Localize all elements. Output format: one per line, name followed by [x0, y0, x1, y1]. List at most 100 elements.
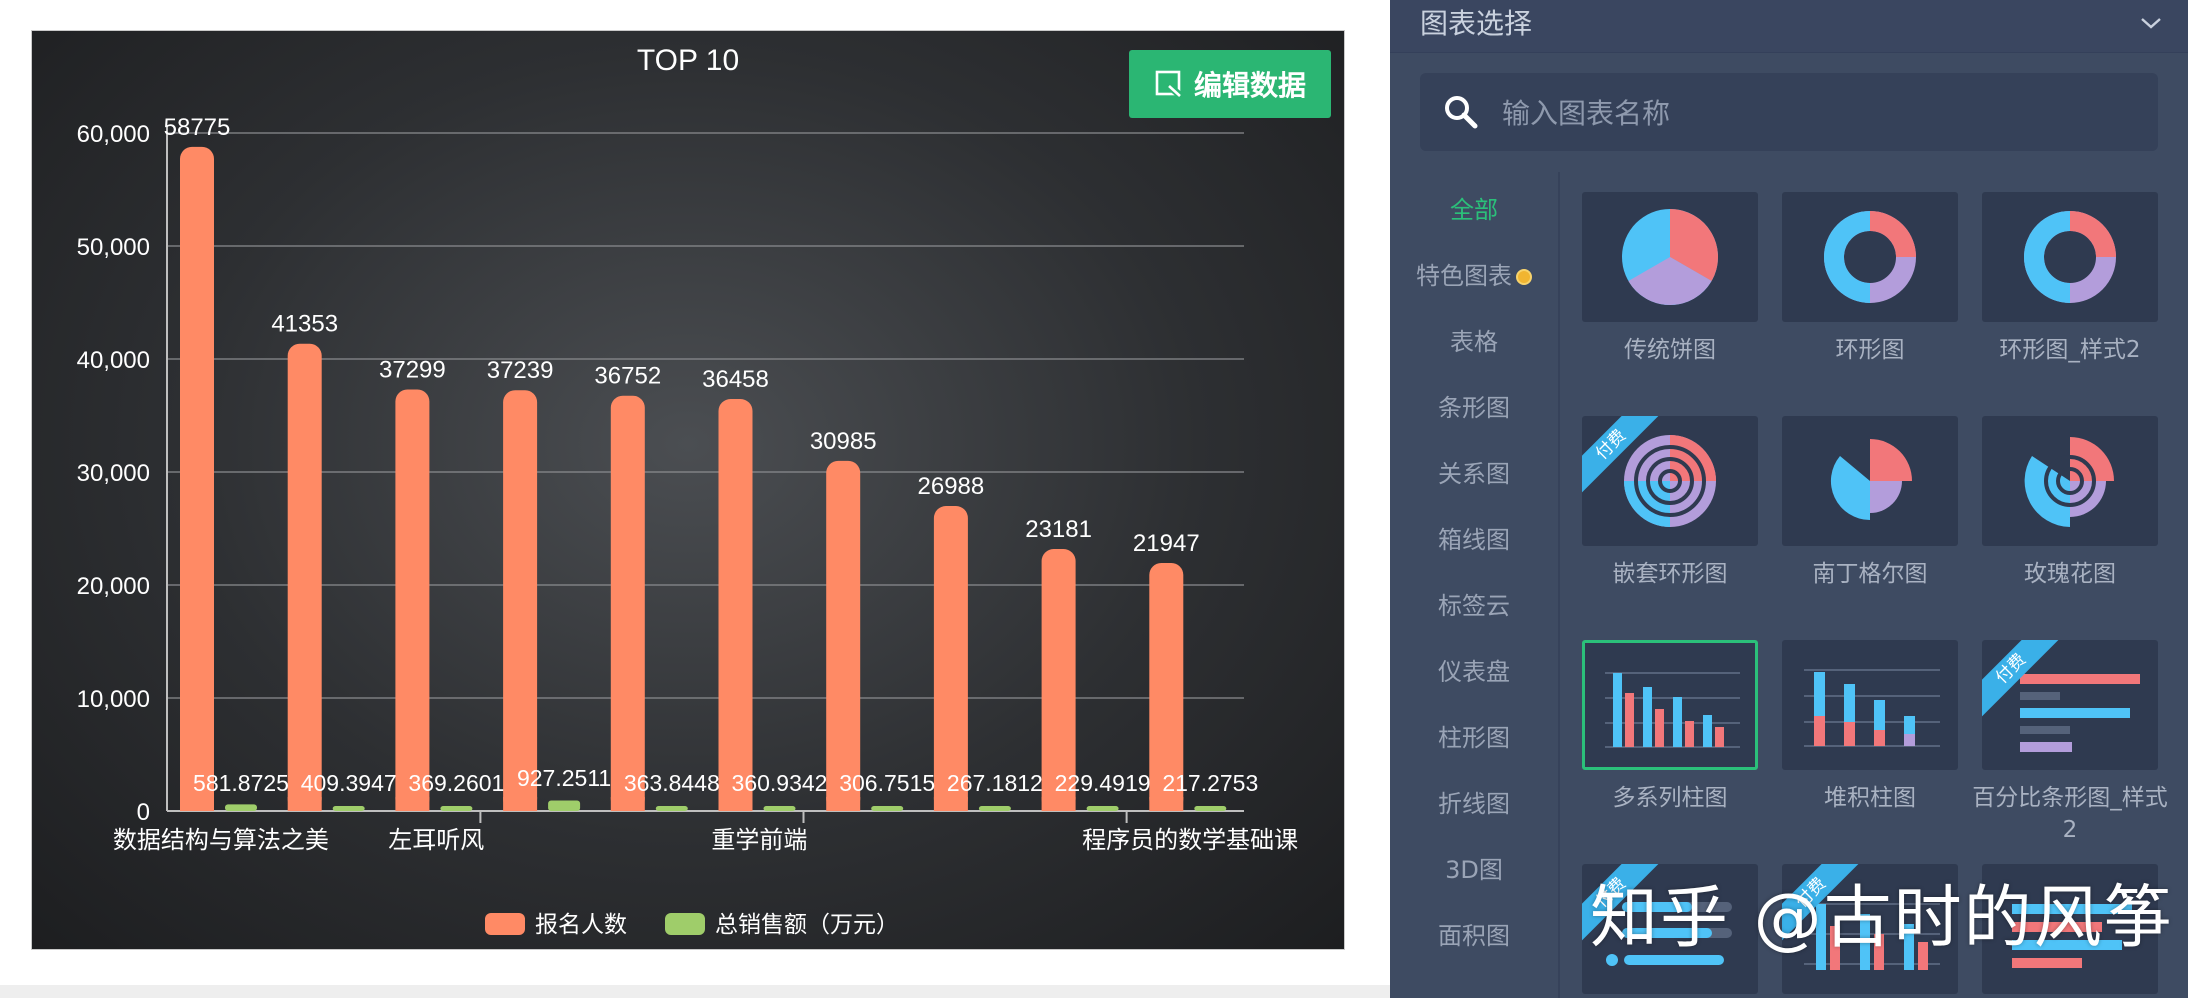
x-tick-label: 数据结构与算法之美 — [113, 827, 329, 854]
data-label-sales: 267.1812 — [947, 770, 1043, 796]
legend-swatch — [665, 913, 705, 935]
tile-label: 堆积柱图 — [1824, 785, 1916, 811]
y-tick-label: 60,000 — [77, 121, 150, 148]
category-divider — [1558, 172, 1560, 998]
nested-donut-icon — [1624, 435, 1716, 527]
bar-chart: TOP 10 0 10,000 20,000 30,000 40,000 50,000 60… — [77, 44, 1299, 937]
bar-enrollment — [1041, 549, 1076, 811]
tile-thumbnail — [1582, 640, 1758, 770]
bar-sales — [440, 806, 473, 811]
bar-enrollment — [1149, 562, 1184, 811]
panel-header: 图表选择 — [1390, 0, 2188, 53]
column-variant-icon — [1804, 903, 1940, 970]
edit-data-button[interactable]: 编辑数据 — [1129, 50, 1331, 118]
chevron-down-icon[interactable] — [2136, 8, 2166, 38]
data-label-sales: 409.3947 — [301, 770, 397, 796]
tile-label: 嵌套环形图 — [1612, 561, 1728, 587]
edit-data-label: 编辑数据 — [1193, 69, 1306, 102]
data-label-sales: 217.2753 — [1162, 770, 1258, 796]
tile-label: 百分比条形图_样式2 — [1972, 785, 2168, 843]
category-3d[interactable]: 3D图 — [1445, 856, 1503, 884]
tile-label: 多系列柱图 — [1612, 785, 1728, 811]
tile-nightingale[interactable]: 南丁格尔图 — [1782, 416, 1970, 590]
y-tick-label: 20,000 — [77, 573, 150, 600]
tile-thumbnail — [1782, 640, 1958, 770]
tile-thumbnail — [1982, 416, 2158, 546]
panel-title: 图表选择 — [1420, 7, 1533, 40]
y-tick-label: 0 — [137, 799, 150, 826]
tile-nested-donut[interactable]: 付费 嵌套环形图 — [1582, 416, 1770, 590]
data-label-enrollment: 21947 — [1133, 530, 1200, 557]
tile-percent-bar-style2[interactable]: 付费 百分比条形图_样式2 — [1972, 640, 2170, 846]
bar-enrollment — [180, 146, 214, 811]
bar-sales — [871, 806, 904, 811]
tile-thumbnail — [1582, 192, 1758, 322]
x-tick-label: 左耳听风 — [388, 827, 484, 854]
tile-label: 传统饼图 — [1624, 337, 1716, 363]
tile-thumbnail: 付费 — [1982, 640, 2158, 770]
tile-rose[interactable]: 玫瑰花图 — [1982, 416, 2170, 590]
category-tag-cloud[interactable]: 标签云 — [1438, 592, 1510, 620]
tile-column-variant[interactable]: 付费 — [1782, 864, 1958, 994]
legend-label: 报名人数 — [535, 911, 627, 937]
progress-bar-icon — [1606, 902, 1732, 966]
edit-icon — [1155, 70, 1184, 99]
category-all[interactable]: 全部 — [1450, 196, 1498, 224]
category-gauge[interactable]: 仪表盘 — [1438, 658, 1510, 686]
data-label-sales: 581.8725 — [193, 770, 289, 796]
data-label-enrollment: 41353 — [271, 311, 338, 338]
category-column[interactable]: 柱形图 — [1438, 724, 1510, 752]
nightingale-chart-icon — [1830, 439, 1912, 521]
tile-bar-variant[interactable] — [1982, 864, 2158, 994]
bar-variant-icon — [2012, 904, 2132, 968]
y-tick-label: 40,000 — [77, 347, 150, 374]
tile-thumbnail: 付费 — [1782, 864, 1958, 994]
tile-progress-bar[interactable]: 付费 — [1582, 864, 1758, 994]
bar-sales — [1194, 806, 1227, 811]
category-area[interactable]: 面积图 — [1438, 922, 1510, 950]
bar-enrollment — [718, 399, 753, 811]
data-label-enrollment: 30985 — [810, 428, 877, 455]
percent-bar-icon — [2020, 674, 2140, 752]
stacked-column-icon — [1804, 669, 1940, 747]
chart-picker-panel: 图表选择 全部 特色图表 表格 条形图 关系图 箱线图 标签云 仪表盘 柱形图 … — [1390, 0, 2188, 998]
data-label-enrollment: 36752 — [594, 363, 661, 390]
tile-donut[interactable]: 环形图 — [1782, 192, 1970, 366]
category-line[interactable]: 折线图 — [1438, 790, 1510, 818]
tile-thumbnail: 付费 — [1582, 864, 1758, 994]
bar-sales — [332, 806, 365, 811]
data-label-enrollment: 37239 — [487, 357, 554, 384]
search-box — [1420, 73, 2158, 153]
data-label-enrollment: 23181 — [1025, 516, 1092, 543]
data-label-sales: 369.2601 — [408, 770, 504, 796]
bar-enrollment-base — [287, 797, 322, 811]
search-input[interactable] — [1500, 73, 2144, 153]
tile-pie[interactable]: 传统饼图 — [1582, 192, 1770, 366]
category-boxplot[interactable]: 箱线图 — [1438, 526, 1510, 554]
page-bottom-strip — [0, 985, 1390, 998]
category-bar[interactable]: 条形图 — [1438, 394, 1510, 422]
category-relation[interactable]: 关系图 — [1438, 460, 1510, 488]
tile-multi-series-column[interactable]: 多系列柱图 — [1582, 640, 1770, 814]
category-featured[interactable]: 特色图表 — [1390, 256, 1558, 291]
bar-sales — [655, 806, 688, 811]
bar-enrollment-base — [718, 797, 753, 811]
tile-label: 环形图 — [1835, 337, 1905, 363]
tile-donut-style2[interactable]: 环形图_样式2 — [1982, 192, 2170, 366]
bar-enrollment-base — [395, 797, 430, 811]
category-table[interactable]: 表格 — [1450, 328, 1498, 356]
bar-enrollment — [287, 343, 322, 811]
data-label-enrollment: 37299 — [379, 357, 446, 384]
multi-series-column-icon — [1605, 672, 1740, 748]
tile-stacked-column[interactable]: 堆积柱图 — [1782, 640, 1970, 814]
bar-enrollment-base — [180, 797, 214, 811]
data-label-enrollment: 26988 — [918, 473, 985, 500]
data-label-sales: 229.4919 — [1055, 770, 1151, 796]
tile-thumbnail — [1782, 416, 1958, 546]
tile-label: 环形图_样式2 — [1999, 337, 2141, 363]
bar-enrollment — [826, 460, 861, 811]
donut-chart-icon — [1823, 211, 1916, 303]
bar-enrollment-base — [1041, 797, 1076, 811]
tile-thumbnail — [1782, 192, 1958, 322]
bar-enrollment — [933, 506, 968, 811]
